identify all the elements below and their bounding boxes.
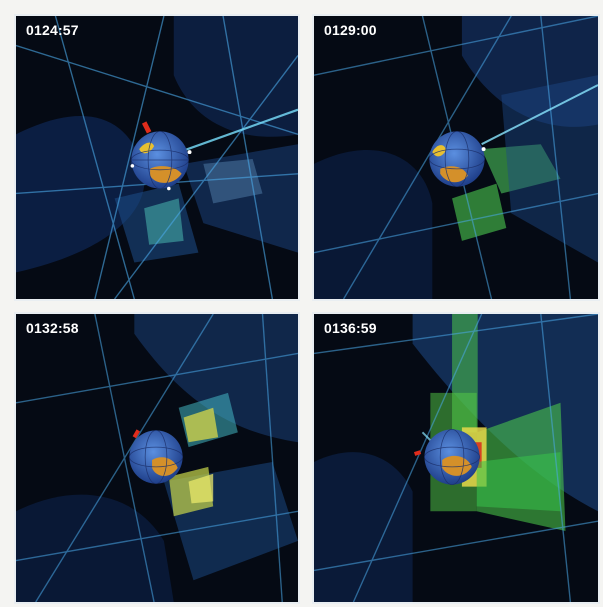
visualization-4 <box>314 314 598 602</box>
visualization-1 <box>16 16 298 299</box>
panel-4: 0136:59 <box>312 312 600 604</box>
timestamp-label: 0136:59 <box>324 320 377 336</box>
visualization-3 <box>16 314 298 602</box>
timestamp-label: 0124:57 <box>26 22 79 38</box>
panel-1: 0124:57 <box>14 14 300 301</box>
timestamp-label: 0132:58 <box>26 320 79 336</box>
panel-2: 0129:00 <box>312 14 600 301</box>
timestamp-label: 0129:00 <box>324 22 377 38</box>
panel-3: 0132:58 <box>14 312 300 604</box>
visualization-2 <box>314 16 598 299</box>
